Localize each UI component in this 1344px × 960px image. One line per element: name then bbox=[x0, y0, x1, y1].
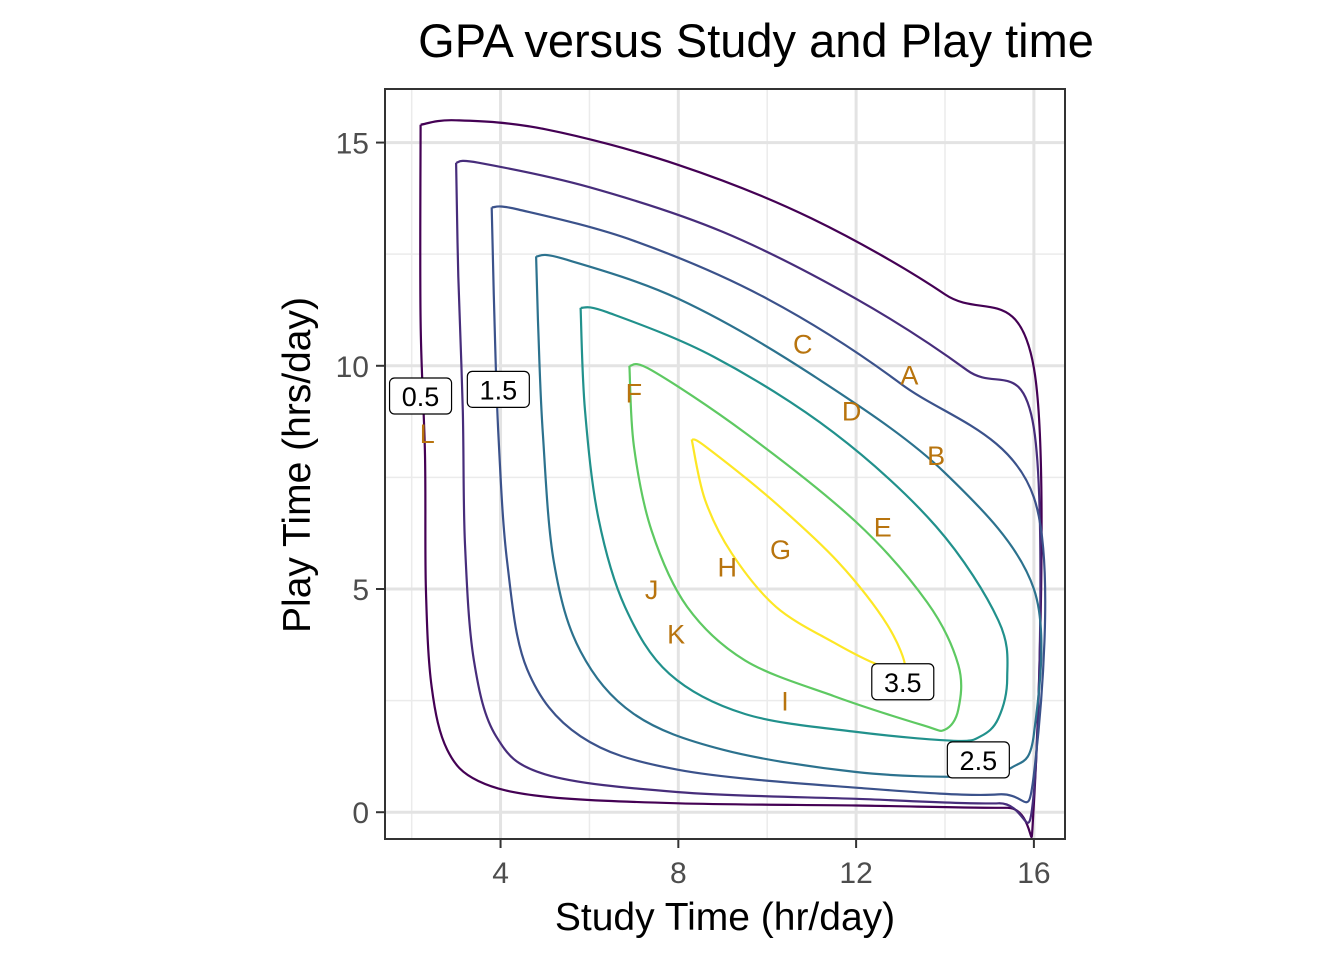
panel-border bbox=[384, 88, 1066, 840]
y-tick-label: 5 bbox=[352, 574, 369, 607]
contour-line-3 bbox=[628, 363, 963, 732]
contour-label-box bbox=[388, 377, 453, 415]
contour-line-2-5 bbox=[579, 306, 1009, 743]
point-label-k: K bbox=[667, 620, 685, 650]
contour-label: 1.5 bbox=[466, 370, 530, 408]
point-label-b: B bbox=[927, 441, 945, 471]
point-label-a: A bbox=[900, 361, 918, 391]
point-label-f: F bbox=[626, 379, 643, 409]
contour-line-1 bbox=[455, 159, 1042, 824]
contour-label: 2.5 bbox=[946, 741, 1010, 779]
contour-label: 0.5 bbox=[388, 377, 453, 415]
x-axis: 4 8 12 16 bbox=[492, 839, 1051, 890]
y-tick-label: 15 bbox=[336, 128, 369, 161]
plot-panel: 0.5 1.5 2.5 3.5 A B C D E F G H I JK L bbox=[384, 88, 1066, 840]
y-axis: 0 5 10 15 bbox=[336, 128, 385, 830]
y-axis-title: Play Time (hrs/day) bbox=[276, 297, 319, 633]
point-label-d: D bbox=[842, 396, 862, 426]
panel-background bbox=[385, 89, 1065, 839]
y-tick-label: 0 bbox=[352, 797, 369, 830]
point-label-j: J bbox=[645, 575, 659, 605]
contour-label-box bbox=[466, 370, 530, 408]
contour-label-text: 1.5 bbox=[480, 375, 518, 405]
point-label-i: I bbox=[781, 687, 789, 717]
x-tick-label: 4 bbox=[492, 857, 509, 890]
point-label-g: G bbox=[770, 535, 791, 565]
chart-title: GPA versus Study and Play time bbox=[418, 14, 1094, 67]
x-tick-label: 8 bbox=[670, 857, 687, 890]
contour-line-0-5 bbox=[419, 119, 1043, 839]
contour-label-text: 3.5 bbox=[884, 668, 922, 698]
contour-label-box bbox=[871, 663, 935, 701]
contour-line-1-5 bbox=[490, 205, 1047, 804]
point-label-e: E bbox=[874, 513, 892, 543]
x-axis-title: Study Time (hr/day) bbox=[555, 896, 895, 939]
contour-label-text: 0.5 bbox=[402, 382, 440, 412]
contour-label-text: 2.5 bbox=[960, 746, 998, 776]
point-label-h: H bbox=[717, 553, 737, 583]
y-tick-label: 10 bbox=[336, 351, 369, 384]
contour-label: 3.5 bbox=[871, 663, 935, 701]
x-tick-label: 16 bbox=[1017, 857, 1050, 890]
point-label-l: L bbox=[420, 419, 435, 449]
x-tick-label: 12 bbox=[839, 857, 872, 890]
contour-label-box bbox=[946, 741, 1010, 779]
point-label-c: C bbox=[793, 329, 813, 359]
